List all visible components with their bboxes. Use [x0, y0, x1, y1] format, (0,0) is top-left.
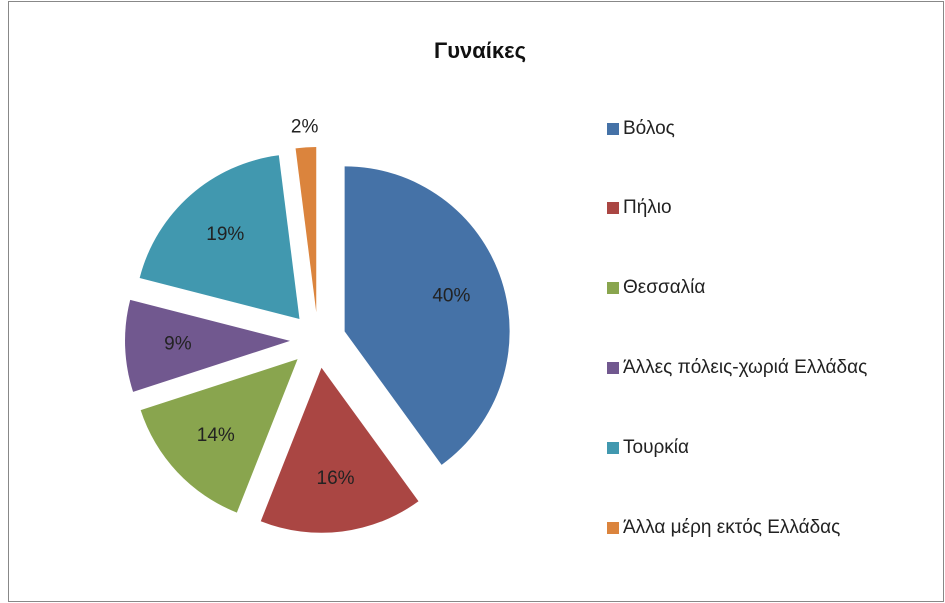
legend-label: Άλλες πόλεις-χωριά Ελλάδας: [623, 357, 868, 378]
legend-label: Πήλιο: [623, 197, 672, 218]
legend-item: Θεσσαλία: [607, 277, 917, 299]
pie-slice: [140, 359, 298, 513]
legend-label: Τουρκία: [623, 437, 689, 458]
legend-label: Άλλα μέρη εκτός Ελλάδας: [623, 517, 841, 538]
pie-slice: [295, 147, 317, 313]
chart-title: Γυναίκες: [434, 38, 526, 63]
pie-slice: [344, 166, 510, 465]
legend-swatch: [607, 202, 619, 214]
legend-item: Άλλες πόλεις-χωριά Ελλάδας: [607, 357, 917, 379]
legend-swatch: [607, 282, 619, 294]
pie-slice: [260, 367, 419, 533]
legend-item: Άλλα μέρη εκτός Ελλάδας: [607, 517, 917, 539]
data-label: 16%: [317, 468, 355, 489]
legend-swatch: [607, 362, 619, 374]
legend-swatch: [607, 522, 619, 534]
legend-swatch: [607, 123, 619, 135]
pie-slice: [139, 155, 300, 319]
legend-label: Βόλος: [623, 118, 675, 139]
legend-swatch: [607, 442, 619, 454]
legend-item: Πήλιο: [607, 197, 917, 219]
data-label: 2%: [291, 116, 319, 137]
pie-slice: [125, 299, 291, 392]
data-label: 14%: [197, 425, 235, 446]
data-label: 19%: [206, 224, 244, 245]
data-label: 40%: [432, 286, 470, 307]
legend-item: Τουρκία: [607, 437, 917, 459]
legend-label: Θεσσαλία: [623, 277, 706, 298]
legend-item: Βόλος: [607, 118, 917, 140]
data-label: 9%: [164, 333, 192, 354]
